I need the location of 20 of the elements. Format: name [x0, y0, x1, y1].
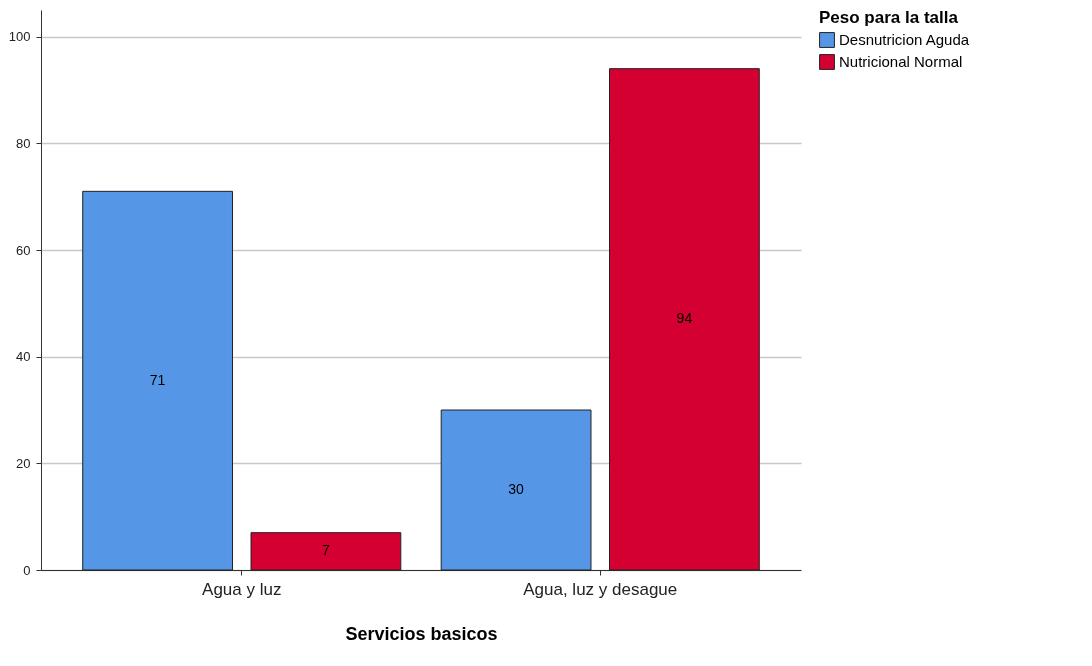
x-tick-label: Agua y luz — [202, 579, 282, 599]
legend-title: Peso para la talla — [819, 8, 959, 27]
y-tick-label: 40 — [16, 349, 31, 365]
data-label: 30 — [508, 481, 525, 497]
y-tick-label: 20 — [16, 455, 31, 471]
bar — [250, 532, 402, 571]
y-tick-label: 0 — [23, 562, 31, 578]
y-tick-label: 100 — [8, 29, 31, 45]
bar — [82, 190, 233, 571]
data-label: 71 — [149, 371, 166, 388]
y-tick-label: 80 — [16, 135, 31, 151]
x-axis-title: Servicios basicos — [345, 623, 498, 644]
bar — [609, 68, 760, 571]
x-tick-label: Agua, luz y desague — [523, 579, 678, 599]
legend-label: Desnutricion Aguda — [839, 31, 970, 48]
bar — [440, 409, 592, 571]
legend-label: Nutricional Normal — [839, 53, 963, 70]
y-tick-label: 60 — [16, 242, 31, 258]
data-label: 94 — [676, 310, 693, 327]
data-label: 7 — [322, 542, 331, 559]
